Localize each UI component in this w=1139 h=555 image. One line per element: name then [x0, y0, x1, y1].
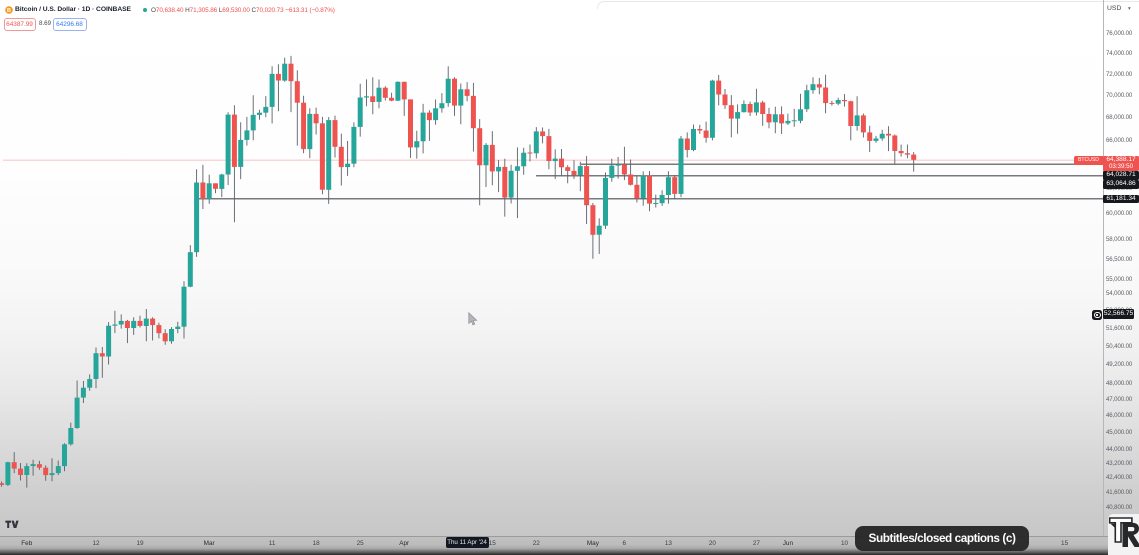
- svg-text:B: B: [7, 8, 11, 14]
